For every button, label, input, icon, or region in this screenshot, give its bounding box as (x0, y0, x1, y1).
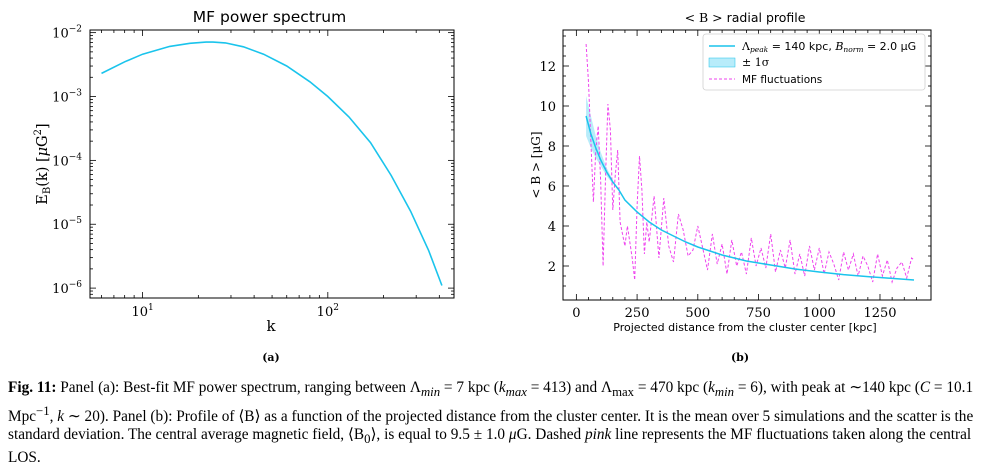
x-tick-label: 1250 (863, 306, 896, 321)
figure-caption: Fig. 11: Panel (a): Best-fit MF power sp… (8, 379, 978, 467)
legend-box (702, 33, 926, 91)
x-tick-label: 0 (572, 306, 580, 321)
caption-prefix: Fig. 11: (8, 379, 57, 396)
legend-model-label: Λpeak = 140 kpc, Bnorm = 2.0 μG (741, 40, 916, 54)
y-tick-label: 10 (539, 100, 556, 115)
y-tick-label: 10−2 (52, 25, 82, 42)
x-tick-label: 500 (685, 306, 710, 321)
figure-canvas: MF power spectrum 101 10210−210−310−410−5… (33, 8, 932, 364)
x-tick-label: 101 (131, 303, 153, 320)
legend-band-label: ± 1σ (742, 56, 770, 69)
chart-b-ylabel: < B > [μG] (529, 131, 543, 198)
chart-b-sigma-band (586, 96, 613, 184)
chart-b-tick-labels: 0 250 500 750 1000 1250 2 4 6 8 10 12 (539, 60, 896, 321)
panel-label-a: (a) (262, 351, 280, 364)
x-tick-label: 1000 (803, 306, 836, 321)
x-tick-label: 250 (625, 306, 650, 321)
panel-a: MF power spectrum 101 102 10−2 10−3 10−4 10−5… (33, 8, 455, 364)
legend-fluct-label: MF fluctuations (742, 74, 822, 86)
chart-a-ticks (90, 30, 454, 299)
chart-a-xlabel: k (266, 317, 276, 335)
y-tick-label: 8 (548, 140, 556, 155)
panel-b: < B > radial profile 0 250 500 750 1000 1250 2… (529, 10, 932, 364)
legend-band-swatch (708, 57, 736, 68)
y-tick-label: 10−4 (52, 152, 82, 169)
y-tick-label: 10−6 (52, 280, 82, 297)
chart-a-frame (89, 29, 455, 299)
chart-b-xlabel: Projected distance from the cluster cent… (613, 321, 876, 334)
chart-b-title: < B > radial profile (685, 10, 806, 25)
chart-a-series-line (101, 41, 443, 286)
y-tick-label: 10−5 (52, 216, 82, 233)
chart-b-legend: Λpeak = 140 kpc, Bnorm = 2.0 μG ± 1σ MF … (702, 33, 926, 91)
chart-b-model-line (585, 115, 915, 281)
caption-body: Panel (a): Best-fit MF power spectrum, r… (8, 379, 974, 466)
x-tick-label: 750 (746, 306, 771, 321)
chart-a-title: MF power spectrum (193, 8, 346, 26)
chart-a-tick-labels: 101 102 10−2 10−3 10−4 10−5 10−6 (52, 25, 339, 320)
panel-label-b: (b) (731, 351, 749, 364)
chart-b-frame (562, 29, 932, 301)
x-tick-label: 102 (317, 303, 339, 320)
y-tick-label: 4 (548, 220, 556, 235)
y-tick-label: 12 (539, 60, 556, 75)
chart-a-ylabel: EB(k) [μG2] (33, 123, 53, 204)
y-tick-label: 2 (548, 260, 556, 275)
y-tick-label: 10−3 (52, 89, 82, 106)
y-tick-label: 6 (548, 180, 556, 195)
